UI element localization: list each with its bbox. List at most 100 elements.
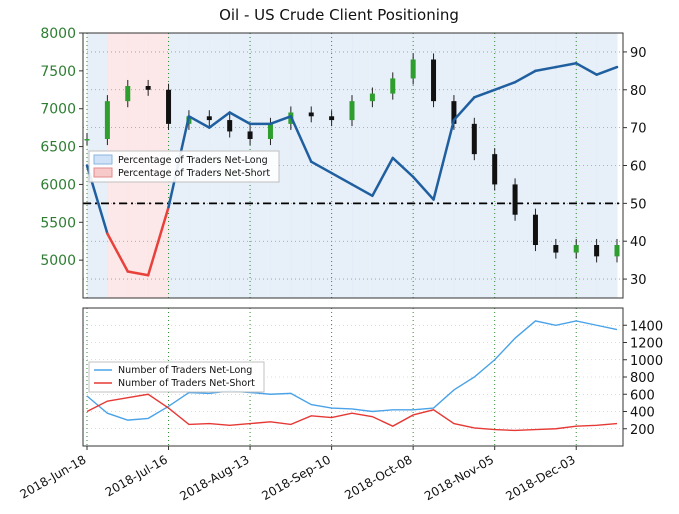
net-long-line-segment (595, 65, 619, 76)
net-long-line-segment (371, 156, 395, 198)
bottom-right-tick-label: 600 (630, 388, 655, 403)
chart-title: Oil - US Crude Client Positioning (219, 6, 459, 24)
net-long-line-segment (554, 62, 578, 69)
price-candle (451, 101, 457, 124)
net-long-line-segment (574, 62, 598, 76)
price-candle (349, 101, 355, 121)
net-long-line-segment (289, 115, 313, 163)
right-axis-tick-label: 50 (630, 197, 647, 212)
x-axis-tick-label: 2018-Jul-16 (103, 452, 170, 499)
net-long-line-segment (452, 96, 476, 122)
price-candle (594, 245, 600, 257)
x-axis-tick-label: 2018-Sep-10 (259, 452, 333, 503)
price-candle (104, 101, 110, 139)
right-axis-tick-label: 90 (630, 46, 647, 61)
bottom-panel: 200 400 600 800 1000 1200 1400 Number of Trader… (82, 307, 663, 447)
right-axis-tick-label: 30 (630, 273, 647, 288)
net-long-line-segment (309, 160, 333, 175)
price-candle (471, 123, 477, 155)
net-long-line-segment (330, 171, 354, 186)
net-long-line-segment (513, 69, 537, 84)
net-long-line-segment (350, 183, 374, 198)
sentiment-fill-band (515, 33, 536, 298)
net-long-line-segment (208, 111, 231, 129)
price-candle (308, 112, 314, 117)
price-candle (247, 131, 253, 139)
bottom-right-tick-label: 400 (630, 406, 655, 421)
net-long-line-segment (391, 156, 415, 179)
net-short-count-line (86, 393, 618, 432)
net-long-count-line (86, 320, 618, 421)
left-axis-tick-label: 8000 (40, 26, 76, 42)
x-axis-tick-label: 2018-Nov-05 (422, 452, 496, 503)
sentiment-fill-band (555, 33, 577, 298)
left-axis-tick-label: 5000 (40, 253, 76, 269)
net-long-line-segment (126, 270, 150, 277)
net-long-line-segment (411, 175, 435, 201)
sentiment-fill-band (331, 33, 353, 298)
legend-label-net-short: Percentage of Traders Net-Short (118, 168, 270, 179)
legend-label-net-long: Percentage of Traders Net-Long (118, 155, 268, 166)
left-axis-tick-label: 5500 (40, 215, 76, 231)
bottom-right-tick-label: 800 (630, 371, 655, 386)
sentiment-fill-band (372, 33, 394, 298)
price-candle (532, 214, 538, 245)
sentiment-fill-band (576, 33, 598, 298)
right-axis-tick-label: 80 (630, 84, 647, 99)
sentiment-fill-band (270, 33, 292, 298)
price-candle (166, 89, 172, 124)
net-long-line-segment (534, 65, 558, 73)
sentiment-fill-band (453, 33, 475, 298)
net-long-line-segment (146, 205, 170, 277)
bottom-right-tick-label: 1400 (630, 319, 663, 334)
legend-label-count-long: Number of Traders Net-Long (118, 365, 252, 376)
sentiment-fill-band (352, 33, 373, 298)
left-axis-tick-label: 6000 (40, 177, 76, 193)
price-candle (84, 139, 90, 141)
x-axis-tick-label: 2018-Jun-18 (18, 452, 89, 501)
price-candle (614, 245, 620, 257)
top-panel: 5000 5500 6000 6500 7000 7500 8000 30 40 50 60 70 80… (40, 26, 647, 299)
price-candle (329, 116, 335, 121)
price-candle (431, 59, 437, 102)
net-long-line-segment (432, 118, 456, 201)
price-candle (492, 154, 498, 185)
price-candle (369, 93, 375, 102)
x-axis-tick-label: 2018-Oct-08 (342, 452, 414, 502)
legend-bottom: Number of Traders Net-Long Number of Trad… (88, 361, 265, 393)
net-long-line-segment (473, 88, 496, 99)
net-long-line-segment (269, 115, 293, 126)
x-axis-tick-label: 2018-Dec-03 (503, 452, 577, 503)
left-axis-tick-label: 6500 (40, 140, 76, 156)
legend-label-count-short: Number of Traders Net-Short (118, 378, 255, 389)
price-candle (390, 78, 396, 94)
net-long-line-segment (187, 115, 211, 129)
sentiment-fill-band (494, 33, 516, 298)
x-axis-ticks: 2018-Jun-18 2018-Jul-16 2018-Aug-13 2018-Se… (18, 446, 578, 503)
price-candle (145, 86, 151, 90)
price-candle (512, 184, 518, 215)
sentiment-fill-band (535, 33, 557, 298)
legend-top: Percentage of Traders Net-Long Percentage… (88, 150, 280, 183)
sentiment-fill-band (474, 33, 496, 298)
bottom-right-tick-label: 200 (630, 423, 655, 438)
x-axis-tick-label: 2018-Aug-13 (177, 452, 251, 503)
right-axis-tick-label: 40 (630, 235, 647, 250)
net-long-line-segment (493, 80, 517, 92)
legend-swatch-net-long (93, 154, 113, 165)
legend-top-box (88, 150, 280, 183)
right-axis-tick-label: 70 (630, 122, 647, 137)
price-candle (227, 120, 233, 132)
price-candle (125, 86, 131, 102)
price-candle (410, 59, 416, 79)
price-candle (267, 123, 273, 139)
left-axis-tick-label: 7500 (40, 64, 76, 80)
left-axis-tick-label: 7000 (40, 102, 76, 118)
right-axis-tick-label: 60 (630, 160, 647, 175)
legend-swatch-net-short (93, 167, 113, 178)
bottom-right-tick-label: 1200 (630, 337, 663, 352)
net-long-line-segment (228, 111, 252, 126)
bottom-right-tick-label: 1000 (630, 354, 663, 369)
price-candle (206, 116, 212, 121)
